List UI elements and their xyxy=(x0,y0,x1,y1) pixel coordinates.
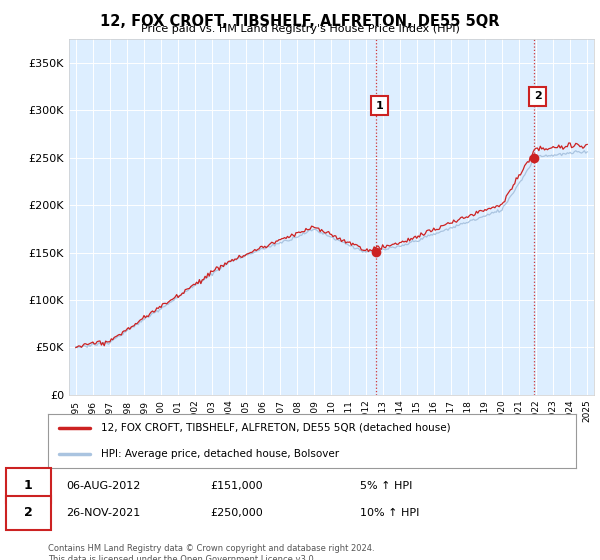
Text: £151,000: £151,000 xyxy=(210,480,263,491)
Text: 2: 2 xyxy=(534,91,542,101)
Text: 1: 1 xyxy=(376,101,383,110)
Text: Contains HM Land Registry data © Crown copyright and database right 2024.
This d: Contains HM Land Registry data © Crown c… xyxy=(48,544,374,560)
Text: 26-NOV-2021: 26-NOV-2021 xyxy=(66,508,140,518)
Text: 12, FOX CROFT, TIBSHELF, ALFRETON, DE55 5QR: 12, FOX CROFT, TIBSHELF, ALFRETON, DE55 … xyxy=(100,14,500,29)
Text: 10% ↑ HPI: 10% ↑ HPI xyxy=(360,508,419,518)
Text: £250,000: £250,000 xyxy=(210,508,263,518)
Text: 1: 1 xyxy=(24,479,32,492)
Text: 5% ↑ HPI: 5% ↑ HPI xyxy=(360,480,412,491)
Text: Price paid vs. HM Land Registry's House Price Index (HPI): Price paid vs. HM Land Registry's House … xyxy=(140,24,460,34)
Text: 2: 2 xyxy=(24,506,32,520)
Text: HPI: Average price, detached house, Bolsover: HPI: Average price, detached house, Bols… xyxy=(101,449,339,459)
Text: 06-AUG-2012: 06-AUG-2012 xyxy=(66,480,140,491)
Text: 12, FOX CROFT, TIBSHELF, ALFRETON, DE55 5QR (detached house): 12, FOX CROFT, TIBSHELF, ALFRETON, DE55 … xyxy=(101,423,451,433)
